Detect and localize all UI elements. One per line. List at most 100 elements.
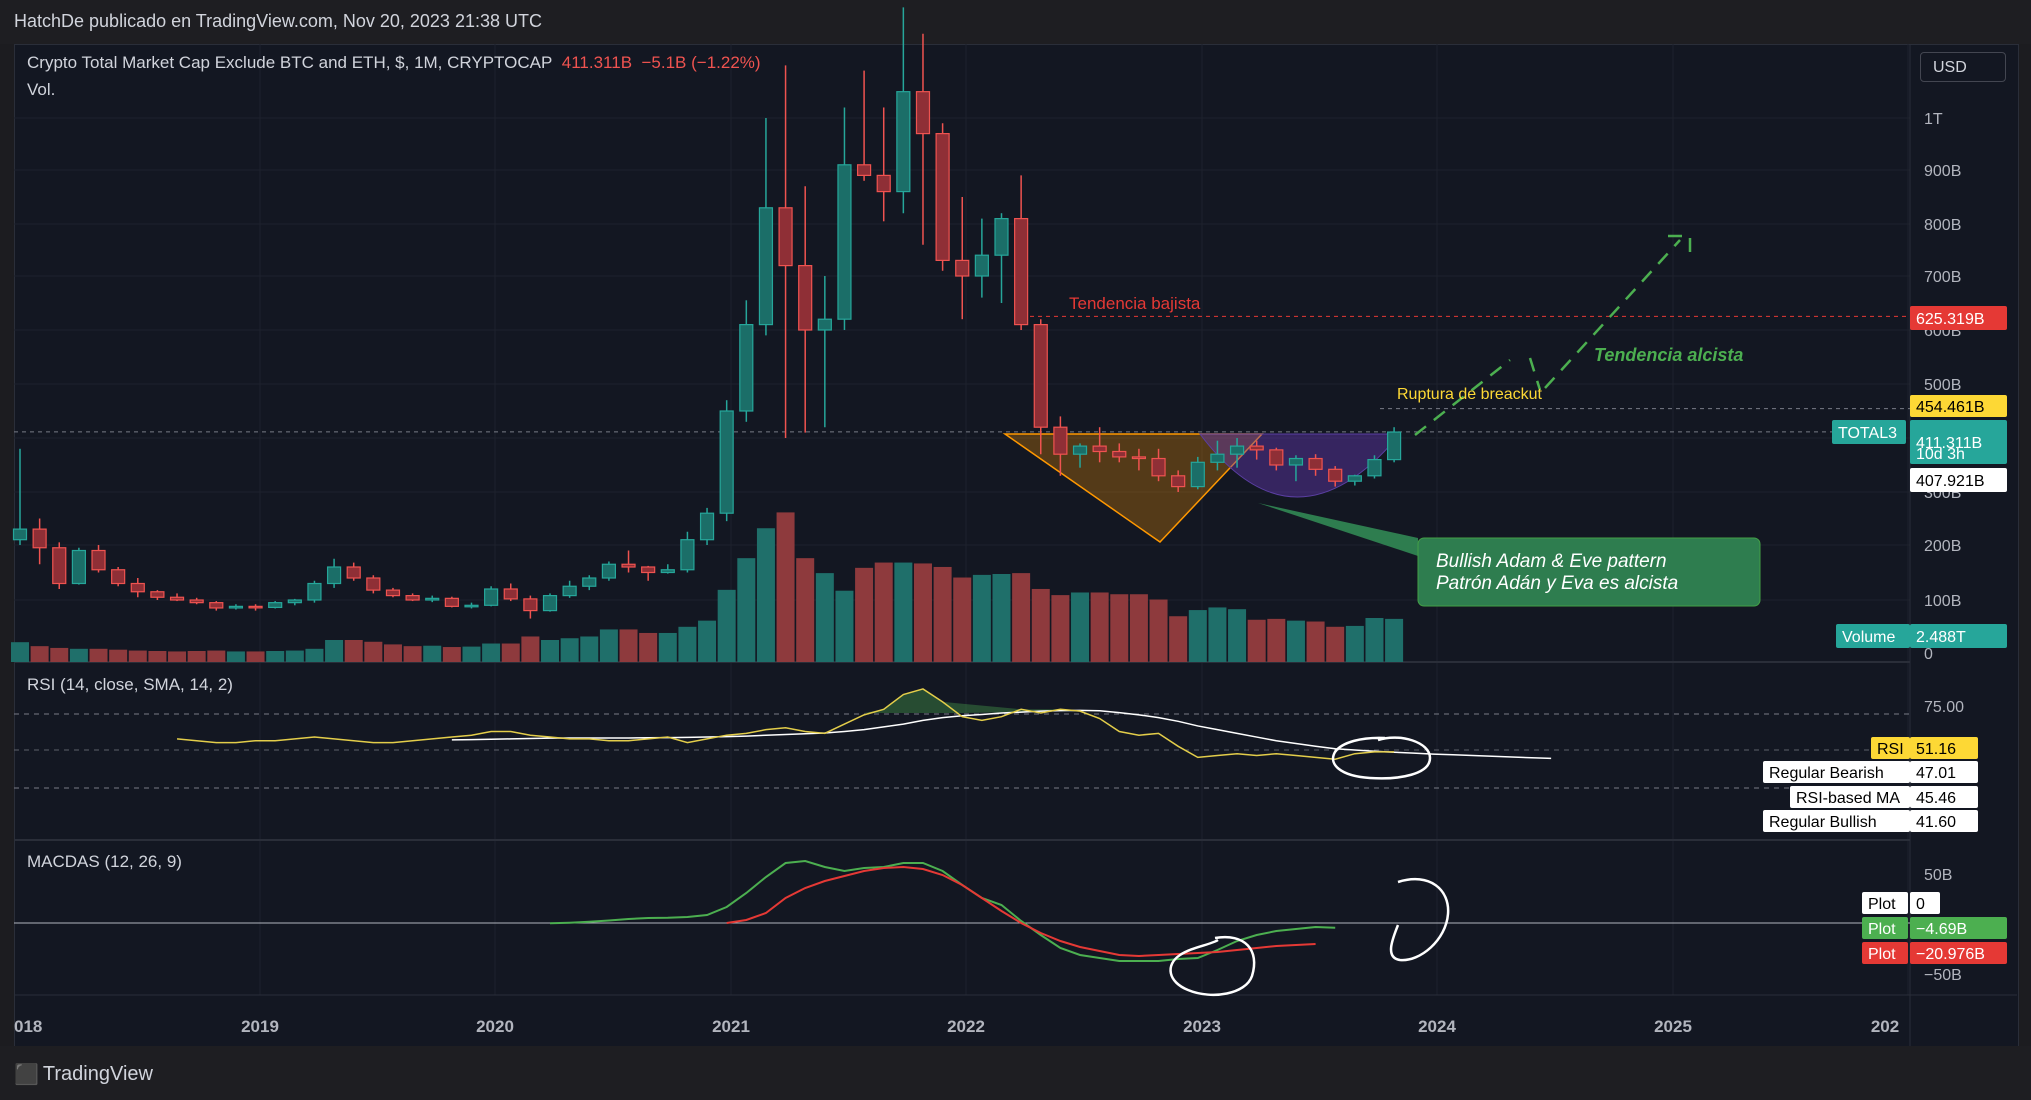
volume-bar: [325, 640, 344, 662]
volume-bar: [403, 646, 422, 662]
volume-bars: [11, 512, 1404, 662]
candle-body: [876, 174, 891, 193]
price-axis-label: 200B: [1924, 538, 1961, 555]
symbol-title: Crypto Total Market Cap Exclude BTC and …: [27, 53, 553, 72]
volume-bar: [1326, 626, 1345, 662]
macd-badge-label: Plot: [1868, 946, 1896, 963]
candle-body: [32, 528, 47, 549]
candle-body: [1308, 457, 1323, 470]
volume-bar: [972, 574, 991, 662]
volume-bar: [717, 589, 736, 662]
price-axis-label: 1T: [1924, 111, 1943, 128]
candle-body: [1112, 450, 1127, 458]
volume-bar: [541, 640, 560, 662]
volume-bar: [168, 651, 187, 662]
candle-body: [562, 585, 577, 597]
candle-body: [719, 410, 734, 514]
volume-bar: [442, 647, 461, 662]
resistance-badge-bg: [1910, 306, 2007, 330]
rsi-badge-label: RSI-based MA: [1796, 790, 1900, 807]
volume-bar: [776, 512, 795, 662]
candle-body: [1033, 324, 1048, 428]
volume-bar: [913, 563, 932, 662]
candle-body: [12, 528, 28, 541]
rsi-line: [176, 688, 1395, 761]
volume-bar: [187, 651, 206, 662]
candle-body: [798, 265, 813, 331]
volume-bar: [501, 643, 520, 662]
rsi-legend: RSI (14, close, SMA, 14, 2): [27, 675, 233, 694]
publisher-line: HatchDe publicado en TradingView.com, No…: [14, 11, 542, 31]
rsi-badge-value: 41.60: [1916, 814, 1956, 831]
rsi-badge-value-bg: [1910, 786, 1978, 808]
macd-badge-label: Plot: [1868, 896, 1896, 913]
candle-body: [758, 207, 774, 326]
volume-bar: [11, 642, 29, 662]
candle-body: [268, 602, 283, 609]
tradingview-logo[interactable]: ⬛ TradingView: [14, 1062, 153, 1087]
macd-badge-value-bg: [1910, 942, 2007, 964]
prev-close-badge: 407.921B: [1916, 473, 1985, 490]
candle-body: [680, 539, 695, 571]
rsi-pane: [14, 688, 1910, 789]
symbol-badge: TOTAL3: [1838, 425, 1897, 442]
volume-bar: [226, 651, 245, 662]
candle-body: [484, 588, 499, 606]
candle-body: [739, 324, 754, 412]
volume-bar: [109, 649, 128, 662]
volume-bar: [1071, 592, 1090, 662]
volume-bar: [894, 562, 913, 662]
candle-body: [503, 588, 518, 600]
candle-body: [1210, 453, 1225, 463]
volume-bar: [89, 648, 108, 662]
volume-bar: [285, 650, 304, 662]
candle-body: [444, 597, 459, 607]
breakout-label: Ruptura de breackut: [1397, 386, 1543, 403]
rsi-badge-label-bg: [1790, 786, 1910, 808]
currency-button[interactable]: USD: [1920, 52, 2006, 82]
volume-bar: [599, 629, 618, 662]
bearish-trend-label: Tendencia bajista: [1069, 294, 1201, 313]
macd-circle-right: [1389, 877, 1450, 962]
signal-line: [726, 865, 1316, 958]
candle-body: [955, 259, 970, 277]
candle-body: [621, 563, 636, 568]
volume-bar: [855, 567, 874, 662]
tradingview-logo-icon: ⬛: [14, 1064, 39, 1086]
candle-body: [1288, 457, 1304, 466]
volume-bar: [560, 638, 579, 662]
resistance-badge: 625.319B: [1916, 311, 1985, 328]
candle-body: [1249, 445, 1264, 451]
candle-body: [1092, 445, 1107, 453]
macd-badge-value: −20.976B: [1916, 946, 1985, 963]
candle-body: [366, 577, 381, 591]
rsi-badge-value: 51.16: [1916, 741, 1956, 758]
time-axis-label: 2020: [476, 1017, 514, 1036]
volume-bar: [1208, 607, 1227, 662]
candle-body: [1014, 218, 1029, 326]
volume-bar: [423, 645, 442, 662]
candle-body: [326, 566, 342, 585]
candle-body: [856, 164, 872, 177]
volume-bar: [1012, 573, 1031, 662]
volume-bar: [678, 626, 697, 662]
time-axis-label: 2024: [1418, 1017, 1456, 1036]
last-price: 411.311B: [561, 53, 633, 72]
rsi-ma-line: [451, 709, 1552, 760]
candle-body: [1151, 457, 1166, 477]
volume-bar: [128, 650, 147, 662]
rsi-badge-value-bg: [1910, 761, 1978, 783]
candle-body: [778, 207, 793, 267]
volume-bar: [992, 574, 1011, 662]
candle-body: [287, 599, 302, 604]
current-price-badge: 411.311B: [1916, 435, 1982, 452]
price-lines: [14, 315, 1910, 433]
annotations: Tendencia bajista Tendencia alcista Rupt…: [1069, 234, 1761, 607]
volume-bar: [815, 573, 834, 662]
volume-bar: [1188, 610, 1207, 662]
macd-badge-value-bg: [1910, 917, 2007, 939]
candle-body: [935, 133, 950, 262]
candle-body: [837, 164, 852, 320]
prev-close-badge-bg: [1910, 468, 2007, 492]
